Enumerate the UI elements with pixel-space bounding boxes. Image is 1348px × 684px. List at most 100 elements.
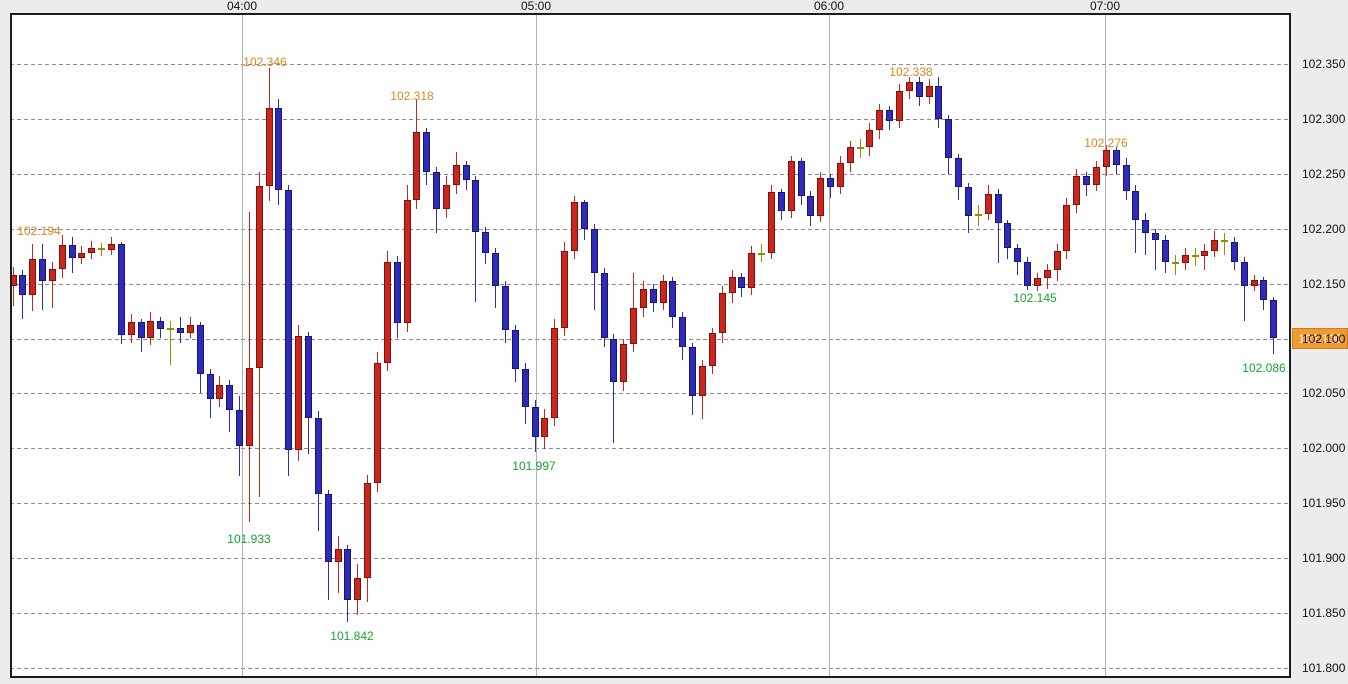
candle xyxy=(1181,255,1189,263)
candle xyxy=(186,325,194,333)
candle xyxy=(511,329,519,370)
candle xyxy=(699,365,706,396)
candle xyxy=(915,81,923,97)
candle xyxy=(1161,239,1169,262)
swing-high-label: 102.346 xyxy=(243,55,287,69)
candle-wick xyxy=(51,261,53,308)
candle xyxy=(1043,270,1051,279)
candle xyxy=(925,85,933,97)
candle xyxy=(807,195,815,216)
candle xyxy=(955,158,963,187)
candle xyxy=(39,259,47,282)
candle xyxy=(1102,149,1110,168)
candle xyxy=(689,347,697,396)
candle xyxy=(541,417,549,438)
swing-low-label: 102.145 xyxy=(1013,291,1057,305)
candle xyxy=(137,322,145,339)
candle-wick xyxy=(1224,233,1226,256)
price-tick-label: 102.000 xyxy=(1302,441,1346,456)
time-tick-label: 04:00 xyxy=(226,0,258,13)
candle xyxy=(1132,191,1140,220)
candle xyxy=(452,165,460,185)
candle xyxy=(639,289,647,308)
candle xyxy=(1260,280,1268,301)
candle xyxy=(708,333,716,366)
candle-wick xyxy=(170,320,172,365)
time-tick-label: 07:00 xyxy=(1089,0,1121,13)
candle xyxy=(964,186,972,216)
candle xyxy=(78,252,86,259)
candle xyxy=(1171,261,1179,264)
candle xyxy=(521,369,529,407)
candle xyxy=(285,190,293,451)
grid-hline xyxy=(10,64,1291,65)
candle xyxy=(373,362,381,484)
candle xyxy=(344,549,352,600)
candle xyxy=(551,327,559,418)
candle-wick xyxy=(1174,255,1176,275)
candle xyxy=(935,85,943,119)
candle xyxy=(117,244,125,336)
candle xyxy=(1230,241,1238,262)
candle xyxy=(462,165,470,181)
price-tick-label: 102.250 xyxy=(1302,166,1346,181)
swing-high-label: 102.338 xyxy=(889,65,933,79)
candle xyxy=(797,160,805,196)
candle xyxy=(1063,204,1071,251)
candle xyxy=(994,193,1002,224)
candle xyxy=(1191,255,1199,258)
candle-wick xyxy=(337,536,339,594)
price-tick-label: 102.300 xyxy=(1302,111,1346,126)
grid-vline xyxy=(1105,13,1106,678)
candle xyxy=(787,160,795,212)
candle xyxy=(767,192,775,253)
candle xyxy=(1250,280,1258,286)
candle xyxy=(1240,261,1248,286)
candle xyxy=(433,171,441,209)
candle xyxy=(216,384,224,399)
candle xyxy=(531,406,539,438)
candle xyxy=(10,274,17,286)
candle xyxy=(354,577,362,600)
candle-wick xyxy=(1194,248,1196,267)
candle xyxy=(896,91,903,122)
candle xyxy=(984,193,992,215)
candle xyxy=(305,336,312,418)
candle xyxy=(866,129,874,148)
candle xyxy=(127,322,135,336)
candle xyxy=(1093,167,1100,185)
candle xyxy=(176,327,184,333)
candle xyxy=(29,259,37,295)
price-tick-label: 102.350 xyxy=(1302,57,1346,71)
candle xyxy=(167,327,175,330)
candle xyxy=(423,132,431,172)
candle xyxy=(275,107,283,191)
candle xyxy=(245,368,253,447)
grid-vline xyxy=(242,13,243,678)
swing-low-label: 101.933 xyxy=(227,532,271,546)
candle xyxy=(108,244,115,250)
candle xyxy=(620,343,628,383)
candle xyxy=(659,281,667,304)
candle xyxy=(610,338,618,383)
candle xyxy=(442,184,450,209)
candle xyxy=(147,320,155,339)
candle xyxy=(295,336,303,451)
candle-wick xyxy=(22,270,24,319)
candle xyxy=(393,261,401,324)
candle xyxy=(255,185,263,369)
candle xyxy=(748,252,756,288)
candle xyxy=(206,373,214,399)
candle xyxy=(236,409,244,447)
candle xyxy=(758,252,766,255)
candle xyxy=(472,180,480,232)
time-axis[interactable] xyxy=(0,0,1348,13)
candle xyxy=(777,192,785,212)
candlestick-plot[interactable]: 102.194 102.346 102.318 102.338 102.276 101.9… xyxy=(10,13,1291,678)
candle xyxy=(561,250,569,328)
price-tick-label: 101.950 xyxy=(1302,496,1346,511)
candle xyxy=(226,384,234,410)
candle xyxy=(1112,149,1120,165)
price-tick-label: 101.800 xyxy=(1302,660,1346,675)
current-price-badge: 102.100 xyxy=(1292,328,1348,349)
